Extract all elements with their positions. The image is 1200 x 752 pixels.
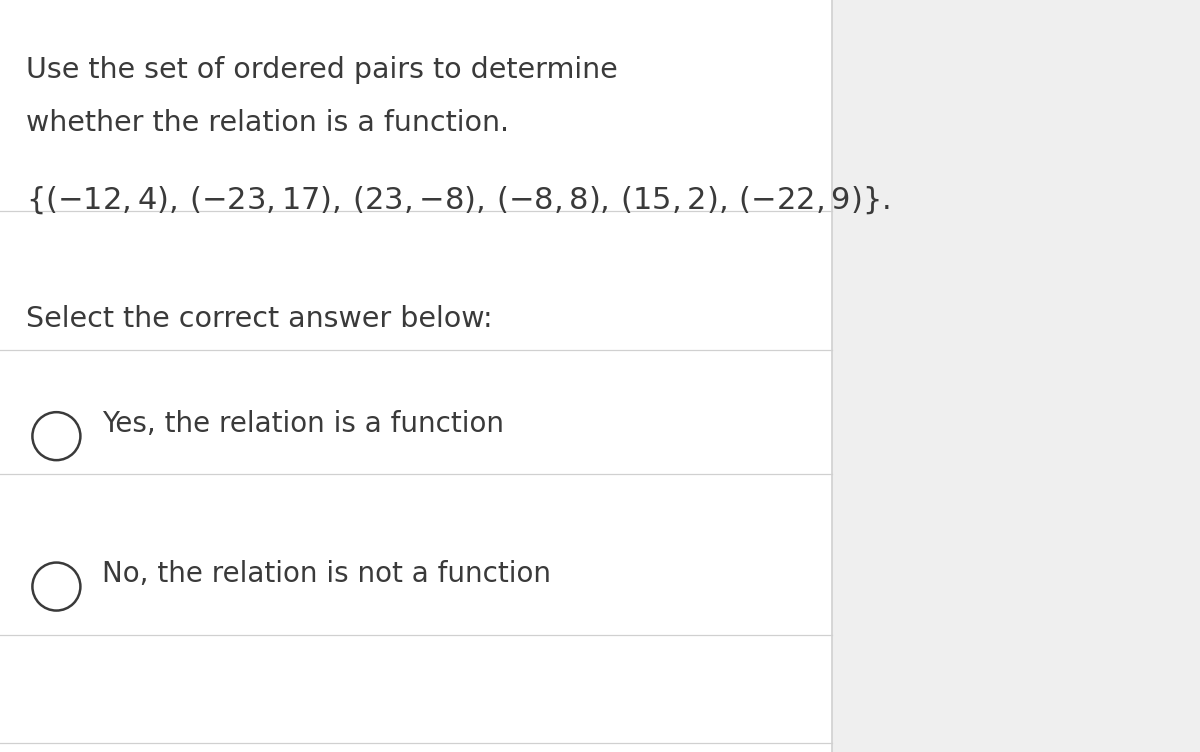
Text: No, the relation is not a function: No, the relation is not a function [102, 560, 551, 588]
Bar [832, 0, 1200, 752]
Text: whether the relation is a function.: whether the relation is a function. [26, 109, 510, 137]
Text: $\{(-12, 4),\,(-23, 17),\,(23, {-8}),\,(-8, 8),\,(15, 2),\,(-22, 9)\}.$: $\{(-12, 4),\,(-23, 17),\,(23, {-8}),\,(… [26, 184, 890, 216]
Text: Yes, the relation is a function: Yes, the relation is a function [102, 410, 504, 438]
Text: Use the set of ordered pairs to determine: Use the set of ordered pairs to determin… [26, 56, 618, 84]
Text: Select the correct answer below:: Select the correct answer below: [26, 305, 493, 332]
